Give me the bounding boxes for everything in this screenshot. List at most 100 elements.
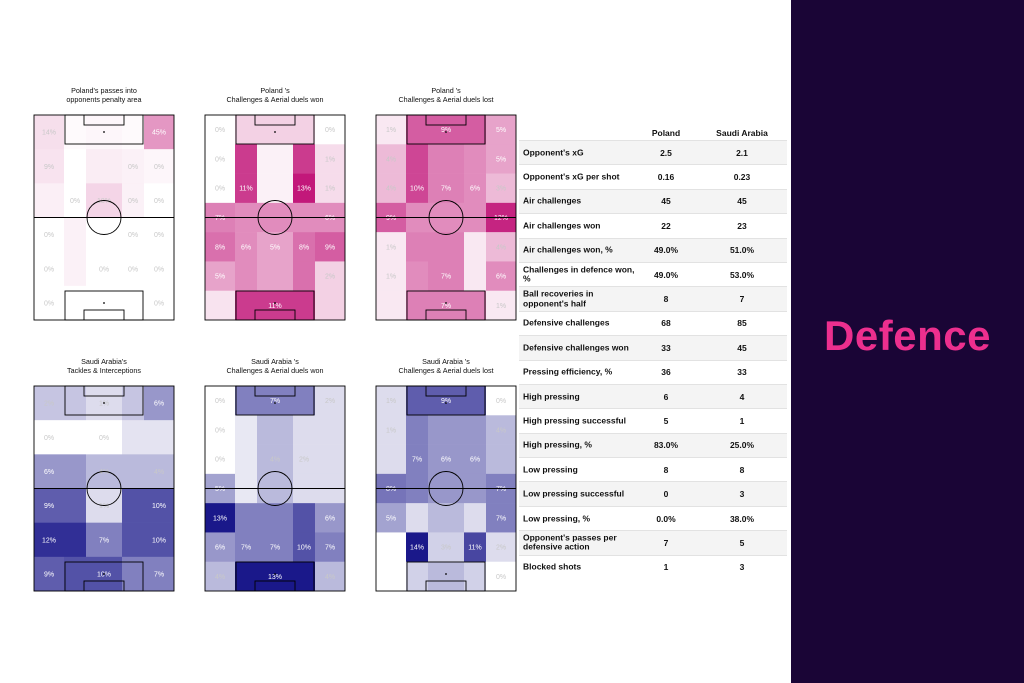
heatmap-cell <box>406 415 428 445</box>
heatmap-cell-label: 7% <box>441 186 451 193</box>
heatmap-cell <box>34 115 64 150</box>
heatmap-cell-label: 4% <box>325 574 335 581</box>
stat-label: Ball recoveries in opponent's half <box>523 288 594 309</box>
heatmap-cell <box>376 444 406 475</box>
stat-value-poland: 5 <box>663 415 669 426</box>
heatmap-cell <box>293 115 315 145</box>
heatmap-cell-label: 12% <box>42 537 56 544</box>
heatmap-cell <box>144 183 174 218</box>
stat-value-saudi-arabia: 7 <box>739 294 745 305</box>
heatmap-cell-label: 0% <box>154 232 164 239</box>
stat-value-saudi-arabia: 53.0% <box>729 269 755 280</box>
heatmap-cell <box>376 261 406 292</box>
penalty-spot <box>103 402 105 404</box>
stat-label: Opponent's xG <box>523 146 584 157</box>
stat-value-poland: 7 <box>663 537 669 548</box>
center-circle <box>428 471 464 506</box>
heatmap-cell-label: 13% <box>297 186 311 193</box>
heatmap-cell <box>235 444 257 475</box>
heatmap-cell-label: 4% <box>496 244 506 251</box>
heatmap-cell <box>464 415 486 445</box>
heatmap-cell-label: 7% <box>99 537 109 544</box>
heatmap-cell-label: 2% <box>299 457 309 464</box>
heatmap-cell <box>122 386 144 421</box>
stat-value-poland: 49.0% <box>653 245 679 256</box>
heatmap-cell <box>144 149 174 184</box>
heatmap-cell <box>205 144 235 174</box>
heatmap-cell <box>406 532 428 563</box>
heatmap-cell <box>64 556 86 592</box>
stats-row: Air challenges won, % 49.0% 51.0% <box>519 237 787 262</box>
heatmap-cell-label: 1% <box>386 127 396 134</box>
heatmap-cell <box>315 144 345 174</box>
heatmap-cell <box>144 556 174 592</box>
heatmap-cell-label: 0% <box>215 398 225 405</box>
heatmap-cell-label: 0% <box>44 300 54 307</box>
heatmap-cell <box>376 386 406 416</box>
stats-row: Air challenges 45 45 <box>519 188 787 214</box>
heatmap-cell <box>122 183 144 218</box>
heatmap-cell <box>144 285 174 321</box>
heatmap-cell-label: 8% <box>215 244 225 251</box>
heatmap-cell-label: 7% <box>412 457 422 464</box>
heatmap-cell-label: 4% <box>386 156 396 163</box>
heatmap-cell <box>464 503 486 533</box>
penalty-spot <box>445 402 447 404</box>
stat-value-saudi-arabia: 5 <box>739 537 745 548</box>
heatmap-cell-label: 11% <box>468 545 482 552</box>
heatmap-cell-label: 9% <box>441 398 451 405</box>
heatmap-cell <box>315 261 345 292</box>
stat-value-poland: 83.0% <box>653 440 679 451</box>
heatmap-cell <box>464 386 486 416</box>
heatmap-title: Poland 's Challenges & Aerial duels won <box>226 86 323 104</box>
stat-label: Blocked shots <box>523 561 582 572</box>
heatmap-cell <box>406 144 428 174</box>
heatmap-cell-label: 10% <box>410 186 424 193</box>
stats-row: Opponent's xG per shot 0.16 0.23 <box>519 164 787 188</box>
pitch-heatmap: Saudi Arabia's Tackles & Interceptions 2% 1… <box>33 357 175 592</box>
heatmap-cell-label: 2% <box>325 274 335 281</box>
heatmap-cell-label: 5% <box>215 486 225 493</box>
heatmap-cell <box>464 532 486 563</box>
penalty-spot <box>103 131 105 133</box>
heatmap-cell <box>406 290 428 321</box>
heatmap-cell <box>64 420 86 455</box>
stats-row: Low pressing 8 8 <box>519 457 787 481</box>
heatmap-cell <box>235 503 257 533</box>
heatmap-cell <box>486 444 516 475</box>
heatmap-cell-label: 5% <box>496 156 506 163</box>
stat-label: Air challenges <box>523 195 582 206</box>
heatmap-cell <box>428 115 464 145</box>
heatmap-cell <box>486 144 516 174</box>
penalty-spot <box>445 573 447 575</box>
heatmap-cell <box>293 561 315 592</box>
heatmap-cell <box>464 232 486 262</box>
heatmap-cell <box>64 251 86 287</box>
heatmap-cell <box>235 261 257 292</box>
stat-value-saudi-arabia: 45 <box>737 342 747 353</box>
heatmap-cell <box>34 386 64 421</box>
penalty-spot <box>274 573 276 575</box>
center-circle <box>86 200 122 235</box>
heatmap-cell-label: 45% <box>152 130 166 137</box>
heatmap-cell-label: 4% <box>154 469 164 476</box>
heatmap-cell-label: 0% <box>154 266 164 273</box>
stat-value-saudi-arabia: 85 <box>737 318 747 329</box>
heatmap-cell-label: 7% <box>441 303 451 310</box>
stat-value-saudi-arabia: 8 <box>739 464 745 475</box>
heatmap-cell-label: 0% <box>215 127 225 134</box>
heatmap-cell <box>34 285 64 321</box>
heatmap-cell <box>34 488 64 523</box>
heatmap-cell-label: 1% <box>325 156 335 163</box>
heatmap-cell <box>293 173 315 204</box>
heatmap-cell-label: 5% <box>386 515 396 522</box>
heatmap-cell <box>257 532 293 563</box>
heatmap-cell <box>122 556 144 592</box>
side-panel: Defence <box>791 0 1024 683</box>
six-yard-box-top <box>83 114 125 126</box>
heatmap-cell <box>257 503 293 533</box>
six-yard-box-bottom <box>425 580 467 592</box>
heatmap-cell <box>486 532 516 563</box>
heatmap-cell <box>464 290 486 321</box>
heatmap-cell <box>406 386 428 416</box>
